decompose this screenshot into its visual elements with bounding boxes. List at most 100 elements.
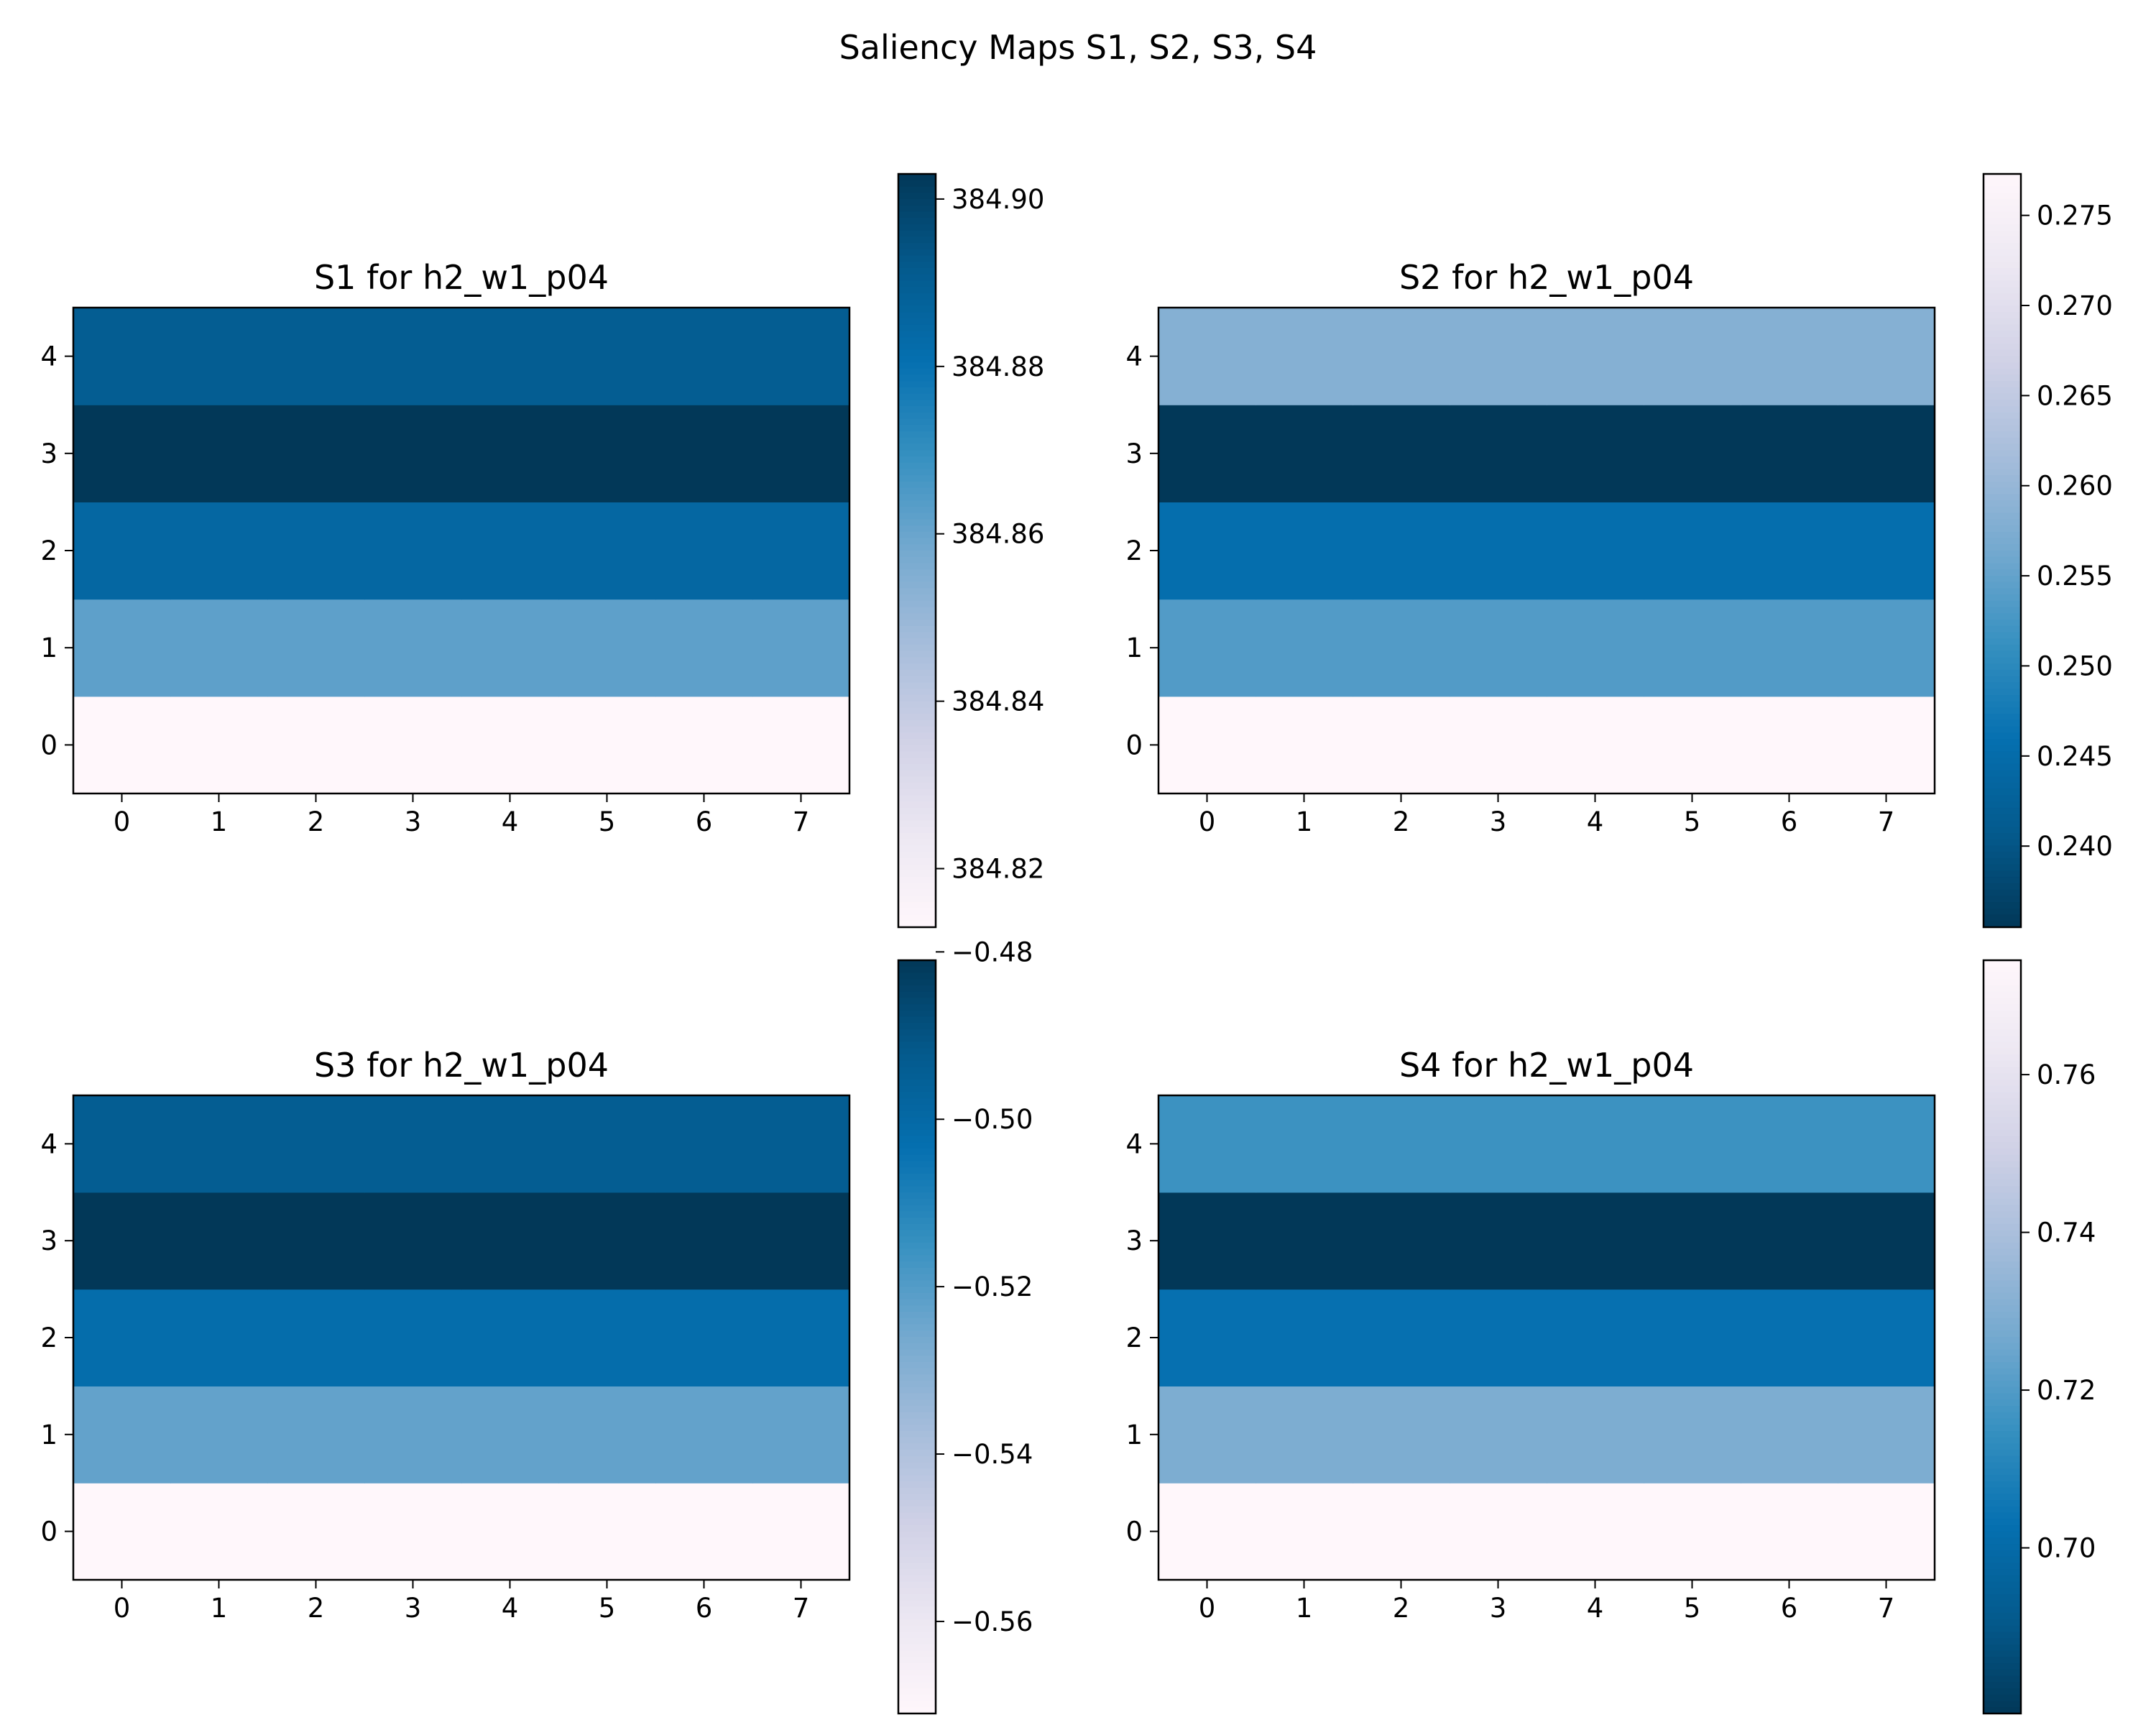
panel-1-cell-r0-c3: [364, 696, 462, 794]
panel-4-cell-r3-c3: [1450, 1192, 1547, 1290]
panel-4-colorbar-band-44: [1984, 1236, 2021, 1243]
panel-4-colorbar-band-7: [1984, 1004, 2021, 1011]
panel-1-cell-r1-c5: [558, 599, 656, 697]
panel-2-cell-r2-c1: [1256, 502, 1353, 600]
panel-1-colorbar-band-31: [898, 368, 936, 376]
panel-4-colorbar-band-66: [1984, 1374, 2021, 1381]
panel-4-colorbar-band-117: [1984, 1694, 2021, 1702]
panel-1-cell-r2-c2: [267, 502, 365, 600]
panel-4-colorbar-band-64: [1984, 1361, 2021, 1369]
panel-1-colorbar-band-68: [898, 600, 936, 608]
panel-3-colorbar-band-38: [898, 1198, 936, 1206]
panel-4-ytick-label-3: 3: [1125, 1225, 1143, 1256]
panel-1-colorbar-band-116: [898, 902, 936, 909]
panel-3-colorbar-band-52: [898, 1287, 936, 1294]
panel-3-cell-r3-c4: [461, 1192, 559, 1290]
panel-4-colorbar-band-18: [1984, 1073, 2021, 1080]
panel-1-colorbar-band-49: [898, 481, 936, 489]
panel-3-cell-r2-c3: [364, 1289, 462, 1386]
panel-1-colorbar-band-16: [898, 274, 936, 282]
panel-3-cell-r1-c5: [558, 1386, 656, 1484]
panel-3-cell-r4-c7: [752, 1095, 850, 1193]
panel-4-cell-r1-c6: [1741, 1386, 1838, 1484]
panel-2-colorbar-band-78: [1984, 663, 2021, 671]
panel-3-colorbar-band-71: [898, 1406, 936, 1413]
panel-1-colorbar-band-69: [898, 607, 936, 615]
panel-1-cell-r3-c5: [558, 405, 656, 502]
panel-2-colorbar-band-87: [1984, 719, 2021, 727]
panel-4-title: S4 for h2_w1_p04: [1399, 1046, 1694, 1085]
panel-2-colorbar-band-90: [1984, 739, 2021, 746]
panel-4-colorbar-band-87: [1984, 1506, 2021, 1514]
panel-2-colorbar-band-110: [1984, 864, 2021, 872]
panel-3-cell-r2-c6: [655, 1289, 753, 1386]
panel-1-colorbar-band-58: [898, 538, 936, 546]
panel-3-colorbar-band-89: [898, 1519, 936, 1526]
panel-1-colorbar-band-95: [898, 770, 936, 778]
panel-4-ytick-label-4: 4: [1125, 1128, 1143, 1159]
panel-3-colorbar-band-18: [898, 1073, 936, 1080]
panel-2-colorbar-band-3: [1984, 193, 2021, 200]
panel-1-colorbar-band-97: [898, 783, 936, 790]
panel-2-cell-r3-c0: [1158, 405, 1256, 502]
panel-3-colorbar-band-42: [898, 1223, 936, 1231]
panel-3-colorbar-band-106: [898, 1625, 936, 1633]
panel-3-cell-r0-c7: [752, 1483, 850, 1581]
panel-4-colorbar-frame: [1982, 959, 2022, 1715]
panel-1-colorbar-band-77: [898, 657, 936, 664]
panel-1-colorbar-band-65: [898, 581, 936, 589]
panel-3-colorbar-band-105: [898, 1619, 936, 1627]
panel-1-cell-r3-c1: [170, 405, 268, 502]
panel-3-colorbar-band-19: [898, 1079, 936, 1087]
panel-4-colorbar-band-106: [1984, 1625, 2021, 1633]
panel-2-cell-r0-c5: [1644, 696, 1741, 794]
panel-3-cell-r1-c3: [364, 1386, 462, 1484]
panel-1-colorbar-band-47: [898, 469, 936, 476]
panel-3-colorbar-band-103: [898, 1606, 936, 1614]
panel-1-colorbar-band-51: [898, 494, 936, 501]
panel-4-ytick-label-0: 0: [1125, 1517, 1143, 1547]
panel-1-colorbar-band-21: [898, 305, 936, 313]
panel-3-xtick-label-5: 5: [599, 1593, 616, 1624]
panel-4-xtick-label-6: 6: [1781, 1593, 1798, 1624]
panel-3-colorbar-band-88: [898, 1512, 936, 1520]
panel-1-colorbar-band-12: [898, 249, 936, 257]
panel-4-cell-r1-c0: [1158, 1386, 1256, 1484]
panel-2-colorbar-band-63: [1984, 569, 2021, 576]
panel-4-colorbar-band-73: [1984, 1418, 2021, 1426]
panel-2-ytick-label-0: 0: [1125, 730, 1143, 760]
panel-3-colorbar-band-34: [898, 1173, 936, 1181]
panel-3-colorbar-band-51: [898, 1280, 936, 1287]
panel-4-xtick-label-4: 4: [1587, 1593, 1604, 1624]
panel-4-colorbar-band-104: [1984, 1613, 2021, 1620]
panel-1-cell-r0-c5: [558, 696, 656, 794]
panel-1-colorbar-band-20: [898, 299, 936, 307]
panel-3-colorbar-band-117: [898, 1694, 936, 1702]
panel-3-colorbar-band-8: [898, 1010, 936, 1018]
panel-4-colorbar-band-13: [1984, 1041, 2021, 1049]
panel-3-colorbar-band-76: [898, 1437, 936, 1445]
panel-2-colorbar-band-18: [1984, 287, 2021, 294]
panel-2-colorbar-band-24: [1984, 324, 2021, 332]
panel-3-ytick-label-0: 0: [40, 1517, 57, 1547]
panel-2-cell-r3-c7: [1838, 405, 1935, 502]
panel-1-cell-r1-c1: [170, 599, 268, 697]
panel-4-cell-r3-c7: [1838, 1192, 1935, 1290]
panel-2-colorbar-band-79: [1984, 669, 2021, 677]
panel-1-colorbar-band-72: [898, 625, 936, 633]
panel-4-cell-r4-c7: [1838, 1095, 1935, 1193]
panel-3-colorbar-band-47: [898, 1255, 936, 1262]
panel-2-colorbar-band-70: [1984, 613, 2021, 620]
panel-1-colorbar-band-109: [898, 857, 936, 865]
panel-3-colorbar-band-69: [898, 1393, 936, 1401]
panel-3-cell-r1-c4: [461, 1386, 559, 1484]
panel-4-cell-r1-c1: [1256, 1386, 1353, 1484]
panel-4-cell-r0-c6: [1741, 1483, 1838, 1581]
panel-2-colorbar-band-25: [1984, 331, 2021, 338]
panel-2-colorbar-band-119: [1984, 921, 2021, 928]
panel-1-colorbar-band-119: [898, 921, 936, 928]
panel-4-ytick-label-1: 1: [1125, 1420, 1143, 1450]
panel-2-colorbar-band-12: [1984, 249, 2021, 257]
panel-2-cell-r2-c0: [1158, 502, 1256, 600]
panel-1-xtick-label-7: 7: [793, 806, 810, 837]
